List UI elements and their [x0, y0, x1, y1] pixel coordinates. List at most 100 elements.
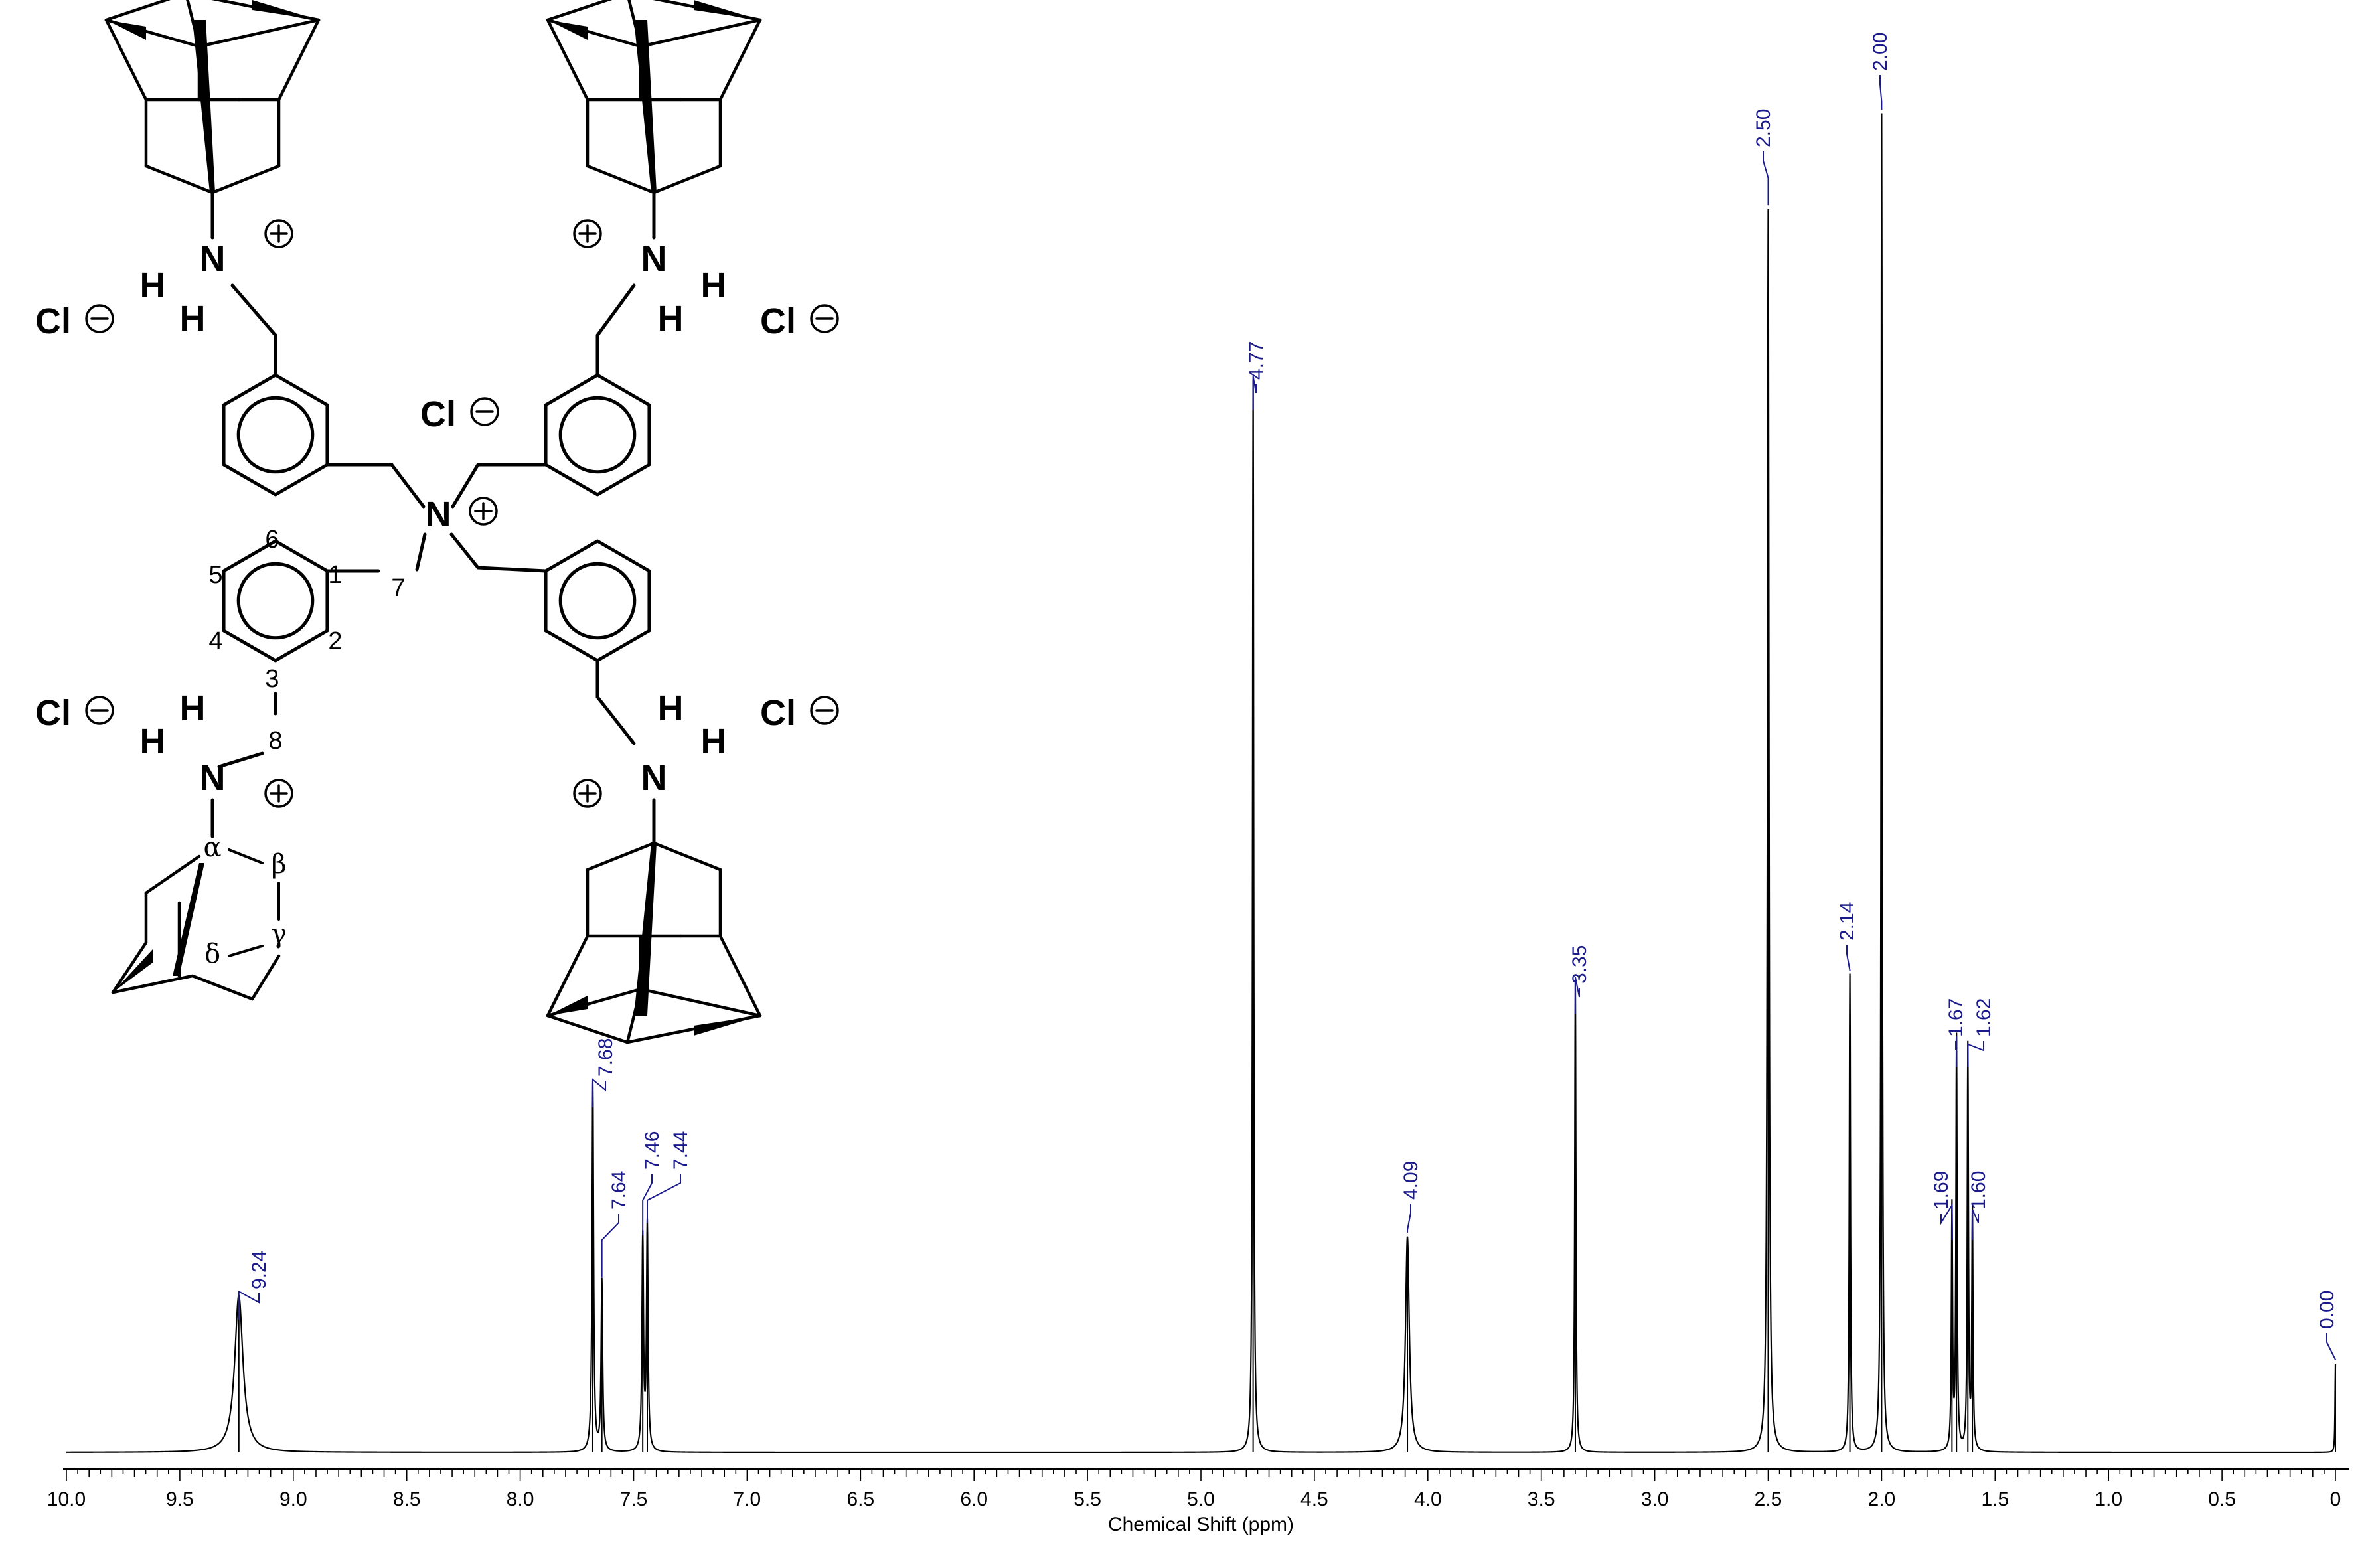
ammonium-nitrogen: N [641, 239, 667, 279]
bond [595, 283, 636, 337]
wedge-bond [548, 20, 588, 40]
x-tick-label: 5.0 [1187, 1488, 1215, 1510]
x-tick-label: 2.0 [1868, 1488, 1896, 1510]
bond [228, 945, 264, 957]
negative-charge-icon [85, 696, 114, 725]
bond [718, 934, 762, 1018]
peak-label: 4.77 [1245, 341, 1267, 380]
bond [639, 987, 762, 1018]
x-tick-label: 8.0 [507, 1488, 534, 1510]
x-tick-label: 7.5 [620, 1488, 648, 1510]
wedge-bond [694, 0, 760, 20]
bond [197, 18, 321, 48]
x-tick-label: 4.0 [1414, 1488, 1442, 1510]
peak-label: 7.44 [670, 1131, 692, 1170]
bond [586, 841, 656, 872]
peak-leader [1763, 151, 1769, 206]
position-label: 6 [265, 526, 279, 554]
bond [191, 974, 254, 1001]
wedge-bond [548, 996, 588, 1016]
hydrogen-label: H [658, 299, 684, 339]
peak-leader [1972, 1209, 1979, 1240]
positive-charge-icon [573, 219, 602, 248]
x-axis: 10.0 9.5 9.0 8.5 8.0 7.5 7.0 6.5 6.0 5.5 5.0 4.5 4.0… [47, 1468, 2349, 1510]
wedge-bond [193, 20, 215, 193]
x-tick-label: 1.5 [1981, 1488, 2009, 1510]
positive-charge-icon [264, 779, 293, 808]
bond [144, 164, 214, 195]
bond [639, 18, 762, 48]
x-tick-label: 1.0 [2094, 1488, 2122, 1510]
hydrogen-label: H [701, 722, 727, 761]
wedge-bond [106, 20, 146, 40]
position-label: 8 [268, 727, 282, 755]
hydrogen-label: H [658, 688, 684, 728]
x-tick-label: 10.0 [47, 1488, 86, 1510]
hydrogen-label: H [701, 266, 727, 305]
negative-charge-icon [470, 397, 499, 426]
bond [228, 848, 264, 864]
peak-leader [1252, 376, 1257, 410]
beta-label: β [271, 849, 286, 880]
alpha-label: α [203, 832, 221, 863]
delta-label: δ [204, 939, 220, 969]
position-label: 3 [265, 665, 279, 693]
bond [625, 987, 643, 1044]
peak-label: 2.50 [1753, 109, 1774, 147]
position-label: 7 [391, 574, 405, 602]
bond [111, 974, 195, 994]
chloride-label: Cl [35, 301, 71, 341]
x-tick-label: 2.5 [1755, 1488, 1782, 1510]
peak-label: 7.64 [608, 1171, 630, 1210]
peak-leader [591, 1078, 606, 1107]
positive-charge-icon [264, 219, 293, 248]
aromatic-circle [558, 562, 637, 640]
wedge-bond [252, 0, 319, 20]
peak-leader [1940, 1203, 1953, 1240]
bond [586, 164, 656, 195]
wedge-bond [694, 1016, 760, 1036]
bond [250, 954, 281, 1001]
hydrogen-label: H [180, 299, 206, 339]
x-tick-label: 8.5 [393, 1488, 421, 1510]
bond [451, 463, 480, 509]
bond [546, 18, 590, 102]
bond [186, 0, 201, 48]
hydrogen-label: H [140, 266, 166, 305]
x-tick-label: 6.0 [960, 1488, 988, 1510]
peak-label: 9.24 [248, 1251, 270, 1289]
hydrogen-label: H [180, 688, 206, 728]
peak-label: 1.60 [1968, 1171, 1990, 1210]
peak-leader [647, 1174, 681, 1223]
bond [390, 463, 426, 509]
hydrogen-label: H [140, 722, 166, 761]
peak-label: 7.68 [595, 1038, 617, 1077]
peak-label: 4.09 [1400, 1161, 1422, 1200]
x-tick-label: 9.0 [279, 1488, 307, 1510]
central-nitrogen: N [426, 495, 451, 534]
x-tick-label: 5.5 [1073, 1488, 1101, 1510]
x-tick-label: 4.5 [1300, 1488, 1328, 1510]
x-axis-title: Chemical Shift (ppm) [1108, 1514, 1294, 1535]
chloride-label: Cl [760, 301, 796, 341]
bond [277, 18, 321, 102]
x-tick-label: 3.5 [1528, 1488, 1555, 1510]
gamma-label: γ [271, 919, 287, 949]
peak-label: 1.69 [1931, 1171, 1952, 1210]
bond [627, 0, 643, 48]
spectrum-trace [66, 113, 2337, 1454]
wedge-bond [113, 949, 153, 992]
peak-leader [2326, 1333, 2336, 1360]
negative-charge-icon [810, 696, 839, 725]
peak-leader [1574, 977, 1580, 1014]
bond [653, 0, 762, 22]
x-tick-label: 6.5 [846, 1488, 874, 1510]
bond [652, 164, 722, 195]
peak-leader [1967, 1041, 1984, 1067]
aromatic-circle [236, 562, 315, 640]
peak-label: 3.35 [1569, 945, 1591, 984]
ammonium-nitrogen: N [641, 758, 667, 798]
chloride-label: Cl [35, 693, 71, 733]
